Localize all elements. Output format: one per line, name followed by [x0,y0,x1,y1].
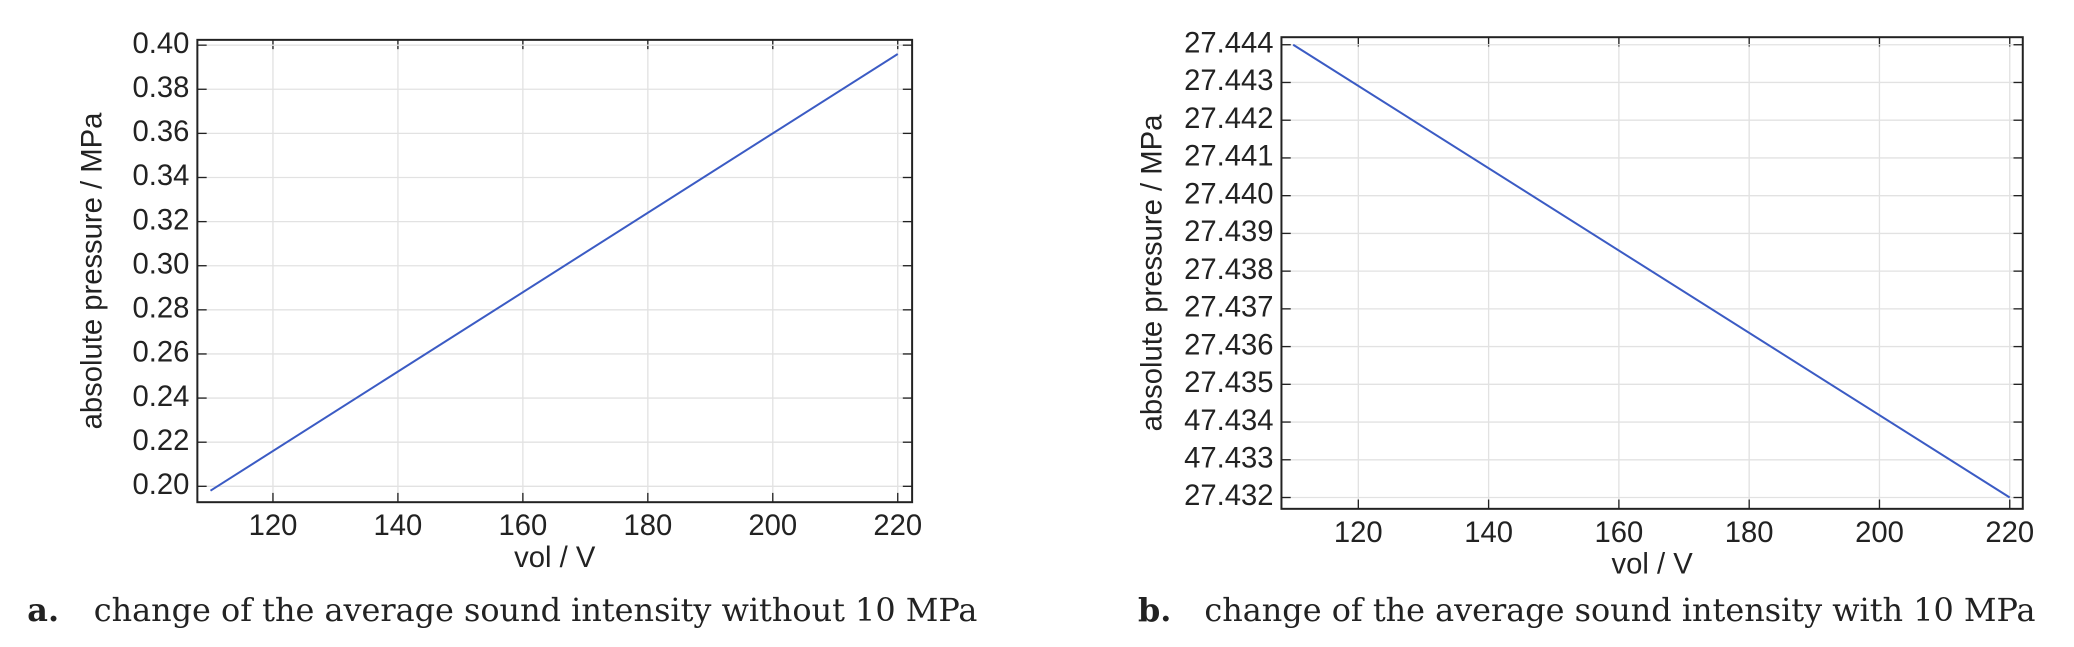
y-tick-label: 27.439 [1184,216,1273,248]
x-axis-label: vol / V [514,542,596,574]
y-tick-label: 27.432 [1184,480,1273,512]
y-tick-label: 27.444 [1184,27,1273,59]
y-tick-label: 0.20 [133,469,190,501]
plot-frame [1280,36,2024,510]
x-tick-label: 200 [748,510,797,542]
x-tick-label: 140 [374,510,423,542]
x-tick-label: 160 [498,510,547,542]
y-tick-label: 27.441 [1184,141,1273,173]
y-tick-label: 0.22 [133,425,190,457]
caption-label: b. [1138,591,1171,629]
x-axis-label: vol / V [1612,549,1694,581]
x-tick-label: 140 [1464,517,1513,549]
x-tick-label: 120 [249,510,298,542]
x-tick-label: 120 [1334,517,1383,549]
x-tick-label: 220 [1985,517,2034,549]
caption-label: a. [27,591,59,629]
y-tick-label: 47.433 [1184,443,1273,475]
y-tick-label: 27.438 [1184,254,1273,286]
caption: change of the average sound intensity wi… [1204,591,2035,629]
plot-frame [196,38,914,504]
y-tick-label: 0.36 [133,116,190,148]
x-tick-label: 200 [1855,517,1904,549]
x-tick-label: 160 [1595,517,1644,549]
y-tick-label: 0.34 [133,160,190,192]
y-tick-label: 27.437 [1184,292,1273,324]
y-tick-label: 0.30 [133,248,190,280]
y-tick-label: 0.28 [133,293,190,325]
y-tick-label: 0.38 [133,72,190,104]
y-tick-label: 27.442 [1184,103,1273,135]
y-tick-label: 0.40 [133,28,190,60]
y-tick-label: 0.24 [133,381,190,413]
x-tick-label: 180 [1725,517,1774,549]
y-tick-label: 27.436 [1184,329,1273,361]
caption: change of the average sound intensity wi… [94,591,978,629]
data-line [209,53,899,492]
y-axis-label: absolute pressure / MPa [76,112,108,429]
data-line [1292,43,2011,499]
y-tick-label: 27.443 [1184,65,1273,97]
y-tick-label: 0.26 [133,337,190,369]
x-tick-label: 180 [623,510,672,542]
y-tick-label: 47.434 [1184,405,1273,437]
y-axis-label: absolute pressure / MPa [1137,114,1169,431]
y-tick-label: 27.440 [1184,178,1273,210]
x-tick-label: 220 [873,510,922,542]
y-tick-label: 27.435 [1184,367,1273,399]
y-tick-label: 0.32 [133,204,190,236]
